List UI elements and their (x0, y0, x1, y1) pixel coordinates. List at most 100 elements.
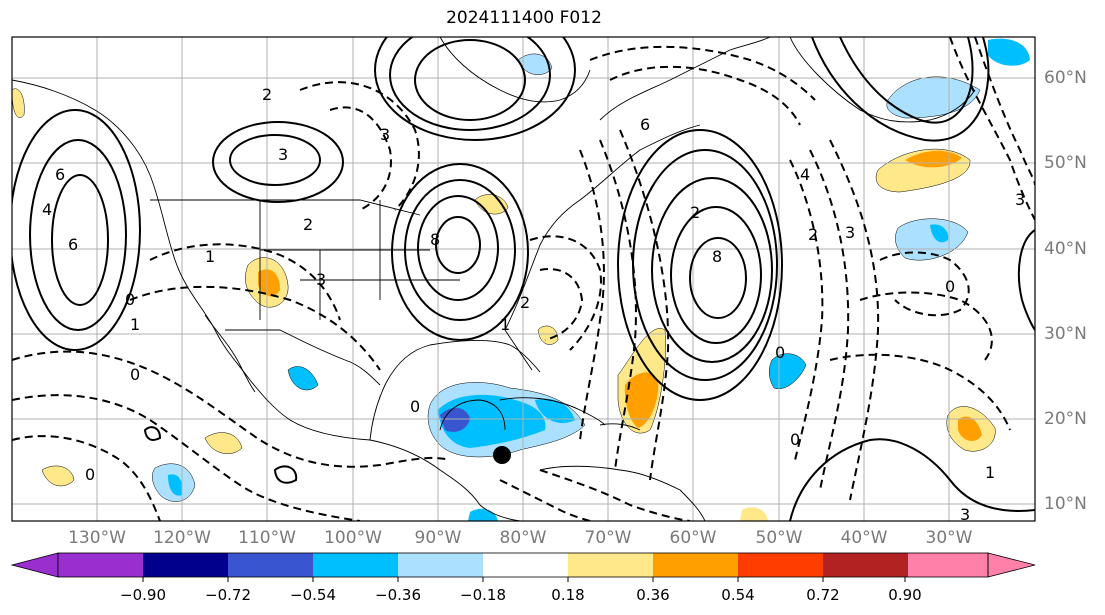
west-closed-2 (143, 426, 162, 441)
patch-north-atlantic-blue (895, 218, 969, 261)
high-atlantic-4 (632, 149, 778, 381)
contour-label: 6 (55, 165, 65, 184)
patch-ne-yellow (474, 194, 509, 215)
dash-24 (499, 479, 591, 521)
patch-greenland-blue-core (988, 38, 1030, 66)
cuba (499, 397, 606, 426)
colorbar-bin (653, 553, 738, 577)
east-edge-cell (1017, 229, 1035, 331)
south-line-1 (789, 438, 1035, 521)
lat-label: 60°N (1044, 68, 1087, 88)
high-pacific-1 (51, 174, 109, 306)
colorbar (10, 552, 1036, 582)
lon-label: 90°W (414, 528, 462, 548)
contour-label: 8 (712, 247, 722, 266)
lon-label: 30°W (925, 528, 973, 548)
lat-label: 30°N (1044, 324, 1087, 344)
dash-8 (809, 149, 850, 491)
colorbar-tick-label: −0.18 (460, 586, 506, 604)
contour-label: 1 (205, 247, 215, 266)
contour-label: 4 (42, 200, 52, 219)
patch-north-atlantic-blue-core (930, 224, 949, 243)
dash-6 (619, 129, 670, 481)
contour-label: 0 (945, 277, 955, 296)
patch-baja-blue (287, 366, 319, 391)
patch-cuba-mid (535, 398, 575, 424)
dash-1 (12, 350, 451, 468)
high-pacific-2 (29, 139, 127, 331)
patch-pacific-yellow-nw (12, 88, 25, 118)
contour-label: 2 (690, 203, 700, 222)
gulf-coast (369, 340, 541, 441)
dash-9 (829, 139, 880, 501)
contour-label: 2 (808, 225, 818, 244)
patch-west-yellow (41, 465, 75, 487)
contour-label: 1 (130, 315, 140, 334)
lat-label: 40°N (1044, 239, 1087, 259)
high-east-us-1 (435, 216, 481, 274)
dash-14 (149, 243, 341, 321)
dash-22 (829, 353, 1011, 431)
contour-label: 8 (430, 230, 440, 249)
contour-label: 0 (130, 365, 140, 384)
high-atlantic-5 (617, 129, 783, 401)
greenland-ridge-2 (811, 37, 990, 142)
lon-label: 60°W (669, 528, 717, 548)
dash-21 (859, 291, 993, 361)
patch-atlantic-mid-blue (769, 353, 807, 390)
colorbar-extend-low (10, 552, 59, 578)
lon-label: 100°W (324, 528, 382, 548)
contour-label: 1 (985, 463, 995, 482)
colorbar-tick-label: 0.72 (806, 586, 840, 604)
dash-18 (609, 65, 801, 126)
lon-label: 50°W (755, 528, 803, 548)
dash-12 (329, 106, 392, 211)
lon-label: 120°W (153, 528, 211, 548)
contour-label: 3 (845, 223, 855, 242)
patch-east-atlantic (958, 416, 982, 442)
dash-2 (12, 394, 361, 521)
patch-eastpac-blue-core (168, 474, 183, 496)
patch-eastpac-yellow (204, 432, 243, 454)
graticule-grid (12, 37, 1035, 521)
contour-lines (12, 37, 1035, 521)
colorbar-frame (57, 552, 989, 578)
storm-center-marker (493, 446, 511, 464)
contour-label: 3 (316, 270, 326, 289)
dash-13 (299, 81, 420, 211)
greenland (789, 37, 976, 123)
contour-labels: 2 3 6 4 6 0 1 2 3 8 1 3 0 6 8 2 0 3 4 0 … (42, 85, 1025, 521)
baja (204, 314, 256, 393)
colorbar-tick-label: −0.90 (120, 586, 166, 604)
colorbar-bin (58, 553, 143, 577)
contour-label: 2 (303, 215, 313, 234)
colorbar-tick-label: −0.36 (375, 586, 421, 604)
dash-10 (949, 37, 1035, 221)
colorbar-tick-label: −0.72 (205, 586, 251, 604)
colorbar-tick-label: 0.18 (551, 586, 585, 604)
patch-labrador-blue (517, 53, 553, 75)
high-east-us-4 (391, 163, 529, 341)
florida (504, 329, 533, 371)
colorbar-bin (568, 553, 653, 577)
lon-label: 130°W (68, 528, 126, 548)
dash-11 (974, 37, 1035, 186)
lat-label: 20°N (1044, 409, 1087, 429)
high-pacific-3 (12, 109, 141, 351)
colorbar-tick-label: 0.36 (636, 586, 670, 604)
high-east-us-3 (404, 179, 516, 321)
high-east-us-2 (417, 195, 499, 301)
dash-3 (12, 435, 161, 521)
dashed-contours (12, 37, 1035, 521)
patch-florida-orange (537, 325, 559, 345)
high-hudson-1 (414, 39, 526, 121)
contour-label: 2 (520, 293, 530, 312)
patch-central-america-mid (438, 394, 546, 448)
contour-label: 0 (410, 397, 420, 416)
lon-label: 80°W (499, 528, 547, 548)
us-mexico-border (225, 329, 381, 386)
south-america (539, 465, 706, 521)
colorbar-tick-label: 0.54 (721, 586, 755, 604)
lon-label: 40°W (840, 528, 888, 548)
map-frame (11, 36, 1036, 522)
